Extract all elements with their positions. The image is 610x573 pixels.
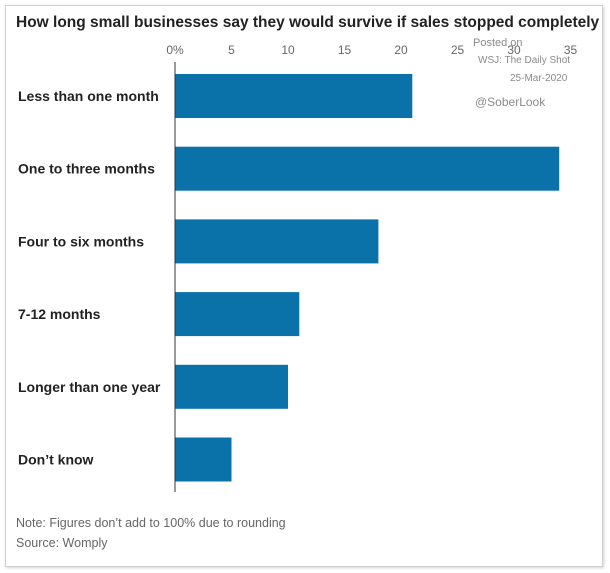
bar bbox=[175, 219, 379, 264]
chart-title: How long small businesses say they would… bbox=[16, 14, 600, 31]
watermark-posted: Posted on bbox=[473, 37, 523, 49]
category-label: Four to six months bbox=[18, 233, 144, 249]
bar bbox=[175, 146, 560, 191]
x-tick-label: 15 bbox=[338, 43, 352, 57]
x-tick-label: 25 bbox=[451, 43, 465, 57]
x-tick-label: 10 bbox=[281, 43, 295, 57]
category-label: Longer than one year bbox=[18, 379, 161, 395]
bar bbox=[175, 292, 300, 337]
category-label: Less than one month bbox=[18, 88, 159, 104]
watermark-handle: @SoberLook bbox=[475, 95, 546, 109]
bar bbox=[175, 74, 413, 118]
x-tick-label: 20 bbox=[394, 43, 408, 57]
category-label: Don’t know bbox=[18, 452, 94, 468]
x-tick-label: 5 bbox=[228, 43, 235, 57]
x-tick-label: 35 bbox=[564, 43, 578, 57]
watermark-date: 25-Mar-2020 bbox=[510, 73, 568, 84]
x-tick-label: 30 bbox=[507, 43, 521, 57]
source-note: Source: Womply bbox=[16, 536, 108, 550]
category-label: One to three months bbox=[18, 161, 155, 177]
bar bbox=[175, 364, 288, 409]
category-label: 7-12 months bbox=[18, 306, 101, 322]
x-tick-label: 0% bbox=[166, 43, 184, 57]
bar bbox=[175, 437, 232, 482]
rounding-note: Note: Figures don’t add to 100% due to r… bbox=[16, 516, 286, 530]
watermark-source: WSJ: The Daily Shot bbox=[478, 55, 571, 66]
